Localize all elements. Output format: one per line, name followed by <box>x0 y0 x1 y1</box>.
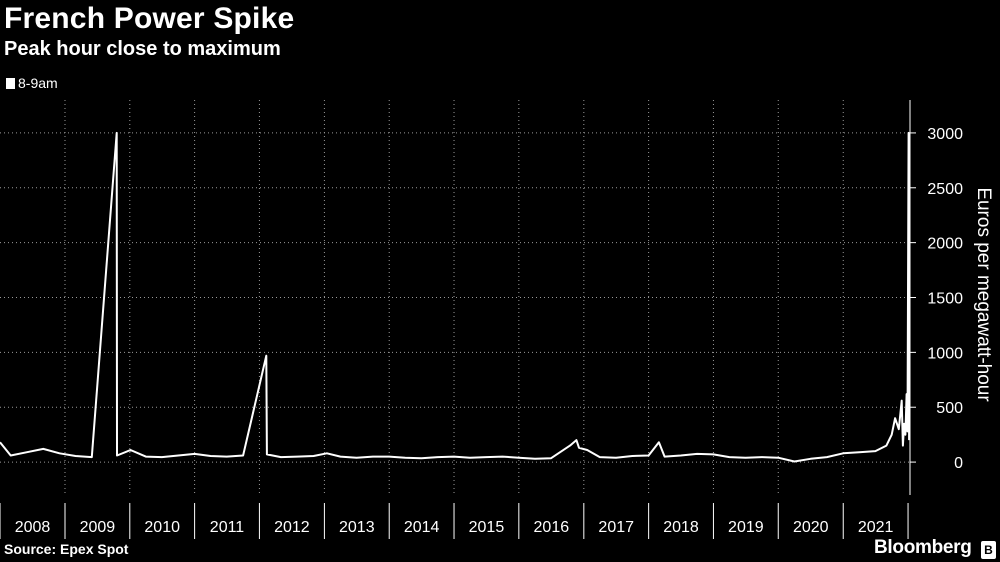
y-tick-label: 2000 <box>927 236 963 253</box>
legend-swatch <box>6 77 15 89</box>
x-tick-label: 2020 <box>793 519 829 536</box>
x-tick-label: 2011 <box>210 519 245 536</box>
x-tick-label: 2015 <box>469 519 505 536</box>
brand-logo: Bloomberg <box>874 537 972 558</box>
x-tick-label: 2013 <box>339 519 375 536</box>
x-tick-label: 2018 <box>663 519 699 536</box>
y-tick-label: 1500 <box>927 291 963 308</box>
series-line-8-9am <box>0 131 911 463</box>
axis-layer <box>0 100 916 539</box>
y-tick-label: 500 <box>936 400 963 417</box>
y-tick-label: 1000 <box>927 345 963 362</box>
x-tick-label: 2014 <box>404 519 440 536</box>
x-tick-label: 2008 <box>15 519 51 536</box>
x-tick-label: 2016 <box>534 519 570 536</box>
x-tick-label: 2017 <box>598 519 634 536</box>
y-tick-label: 3000 <box>927 126 963 143</box>
chart-legend: 8-9am <box>6 75 58 91</box>
x-tick-label: 2021 <box>858 519 894 536</box>
grid-layer <box>0 100 910 495</box>
legend-label: 8-9am <box>18 75 58 91</box>
x-tick-label: 2019 <box>728 519 764 536</box>
series-layer <box>0 131 911 463</box>
y-tick-label: 2500 <box>927 181 963 198</box>
brand-mark-icon: B <box>981 541 996 559</box>
x-tick-label: 2009 <box>80 519 116 536</box>
label-layer: 0 500 1000 1500 2000 2500 3000 2008 2009 2010 2011… <box>15 126 994 536</box>
source-note: Source: Epex Spot <box>4 541 129 557</box>
x-tick-label: 2010 <box>144 519 180 536</box>
page-subtitle: Peak hour close to maximum <box>4 38 281 60</box>
y-axis-title: Euros per megawatt-hour <box>973 187 994 402</box>
page-title: French Power Spike <box>4 2 295 35</box>
y-tick-label: 0 <box>954 455 963 472</box>
x-tick-label: 2012 <box>274 519 310 536</box>
